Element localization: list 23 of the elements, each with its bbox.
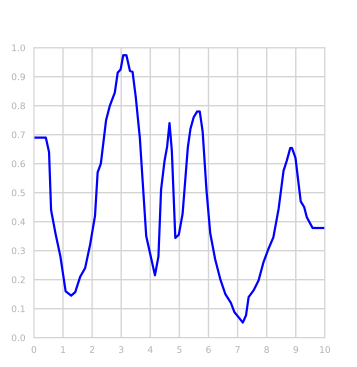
x-tick-label: 3 xyxy=(119,346,124,353)
x-tick-label: 2 xyxy=(90,346,94,353)
y-tick-label: 0.2 xyxy=(12,276,25,284)
x-tick-label: 1 xyxy=(61,346,66,353)
x-tick-label: 0 xyxy=(32,346,36,353)
x-tick-label: 5 xyxy=(177,346,182,353)
y-tick-label: 1.0 xyxy=(12,44,25,52)
x-tick-label: 9 xyxy=(293,346,298,353)
y-tick-label: 0.4 xyxy=(12,218,26,226)
y-tick-label: 0.5 xyxy=(12,189,25,196)
x-tick-label: 7 xyxy=(235,346,240,353)
y-tick-label: 0.0 xyxy=(12,334,25,342)
x-tick-label: 6 xyxy=(206,346,211,353)
x-tick-label: 10 xyxy=(320,346,330,353)
x-tick-label: 4 xyxy=(148,346,153,353)
y-tick-label: 0.9 xyxy=(12,73,25,80)
y-tick-label: 0.1 xyxy=(12,305,25,312)
y-tick-label: 0.8 xyxy=(12,102,25,110)
y-tick-label: 0.6 xyxy=(12,160,26,168)
y-tick-label: 0.3 xyxy=(12,247,25,254)
line-series xyxy=(34,54,325,324)
x-tick-label: 8 xyxy=(264,346,269,353)
y-tick-label: 0.7 xyxy=(12,131,25,138)
